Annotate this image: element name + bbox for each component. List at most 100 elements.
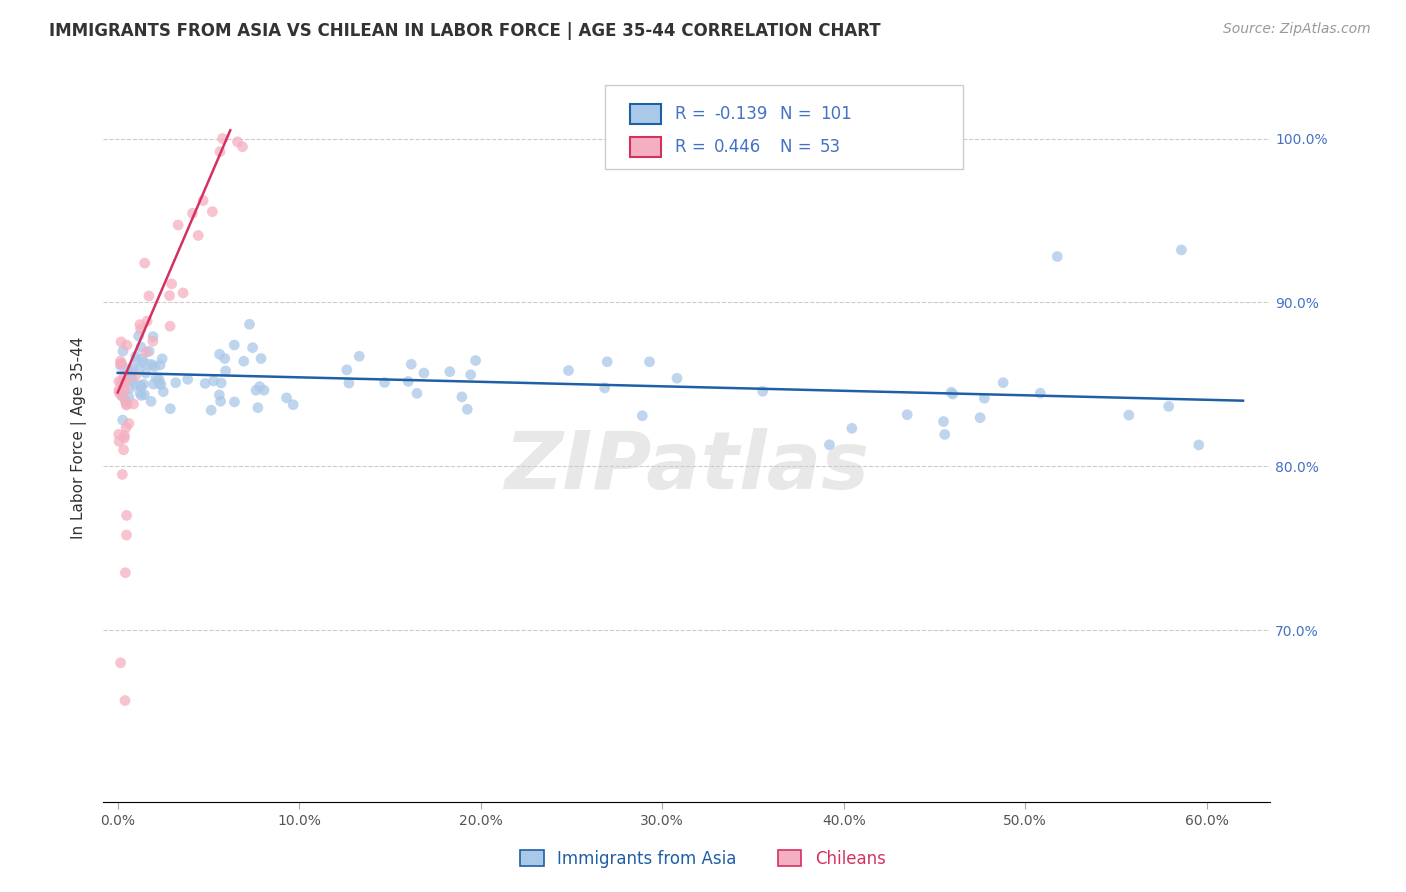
Point bbox=[114, 693, 136, 707]
Point bbox=[253, 383, 276, 397]
Point bbox=[250, 351, 273, 366]
Point bbox=[110, 388, 132, 402]
Point bbox=[191, 194, 214, 208]
Point bbox=[181, 206, 204, 220]
Point bbox=[283, 398, 305, 412]
Text: N =: N = bbox=[780, 138, 817, 156]
Point bbox=[114, 566, 136, 580]
Text: -0.139: -0.139 bbox=[714, 105, 768, 123]
Point bbox=[159, 401, 181, 416]
Point bbox=[211, 131, 233, 145]
Point bbox=[194, 376, 217, 391]
Point bbox=[1157, 400, 1180, 414]
Point bbox=[107, 427, 129, 442]
Point bbox=[941, 385, 963, 400]
Text: 53: 53 bbox=[820, 138, 841, 156]
Point bbox=[118, 382, 141, 396]
Point bbox=[224, 338, 246, 352]
Point bbox=[665, 371, 688, 385]
Point bbox=[131, 388, 153, 402]
Point bbox=[224, 395, 246, 409]
Point bbox=[124, 368, 146, 383]
Point bbox=[142, 329, 165, 343]
Point bbox=[231, 139, 253, 153]
Point bbox=[818, 438, 841, 452]
Point bbox=[128, 318, 150, 332]
Point bbox=[149, 377, 172, 392]
Point bbox=[242, 341, 264, 355]
Point bbox=[159, 319, 181, 334]
Point bbox=[110, 354, 132, 368]
Point bbox=[593, 381, 616, 395]
Point bbox=[143, 359, 166, 374]
Point bbox=[214, 364, 236, 378]
Point bbox=[148, 376, 170, 391]
Point bbox=[110, 375, 132, 389]
Point bbox=[208, 145, 231, 159]
Point bbox=[1188, 438, 1211, 452]
Point bbox=[112, 368, 135, 383]
Point bbox=[413, 366, 436, 380]
Point bbox=[135, 366, 157, 380]
Point bbox=[115, 420, 138, 434]
Text: 0.446: 0.446 bbox=[714, 138, 762, 156]
Point bbox=[110, 359, 132, 373]
Point bbox=[141, 358, 163, 372]
Point bbox=[142, 377, 165, 392]
Point bbox=[349, 349, 371, 363]
Point bbox=[128, 329, 150, 343]
Point bbox=[226, 135, 249, 149]
Point bbox=[238, 318, 260, 332]
Point bbox=[214, 351, 236, 366]
Point bbox=[122, 361, 145, 376]
Text: Source: ZipAtlas.com: Source: ZipAtlas.com bbox=[1223, 22, 1371, 37]
Point bbox=[1046, 250, 1069, 264]
Point bbox=[932, 415, 955, 429]
Point bbox=[200, 403, 222, 417]
Point bbox=[209, 394, 232, 409]
Point bbox=[121, 373, 143, 387]
Point bbox=[111, 389, 134, 403]
Point bbox=[1118, 408, 1140, 422]
Point bbox=[942, 387, 965, 401]
Point bbox=[456, 402, 478, 417]
Point bbox=[406, 386, 429, 401]
Point bbox=[110, 357, 132, 371]
Point bbox=[108, 434, 131, 449]
Point bbox=[396, 375, 419, 389]
Point bbox=[131, 380, 153, 394]
Point bbox=[464, 353, 486, 368]
Point bbox=[132, 377, 155, 392]
Point bbox=[638, 355, 661, 369]
Point bbox=[115, 528, 138, 542]
Text: R =: R = bbox=[675, 138, 711, 156]
Point bbox=[246, 401, 269, 415]
Point bbox=[841, 421, 863, 435]
Point bbox=[208, 347, 231, 361]
Text: R =: R = bbox=[675, 105, 711, 123]
Point bbox=[108, 383, 131, 397]
Point bbox=[969, 410, 991, 425]
Point bbox=[934, 427, 956, 442]
Point bbox=[374, 376, 396, 390]
Point bbox=[202, 374, 225, 388]
Point bbox=[111, 467, 134, 482]
Point bbox=[114, 383, 136, 397]
Point bbox=[110, 656, 132, 670]
Point bbox=[245, 384, 267, 398]
Point bbox=[129, 378, 152, 392]
Point bbox=[167, 218, 190, 232]
Point bbox=[111, 356, 134, 370]
Point bbox=[120, 365, 142, 379]
Point bbox=[152, 384, 174, 399]
Point bbox=[401, 357, 423, 371]
Point bbox=[117, 362, 139, 376]
Point bbox=[138, 289, 160, 303]
Point bbox=[159, 288, 181, 302]
Point bbox=[1029, 386, 1052, 401]
Point bbox=[108, 385, 131, 400]
Point bbox=[128, 361, 150, 376]
Point bbox=[125, 352, 148, 367]
Point bbox=[138, 344, 160, 359]
Point bbox=[337, 376, 360, 390]
